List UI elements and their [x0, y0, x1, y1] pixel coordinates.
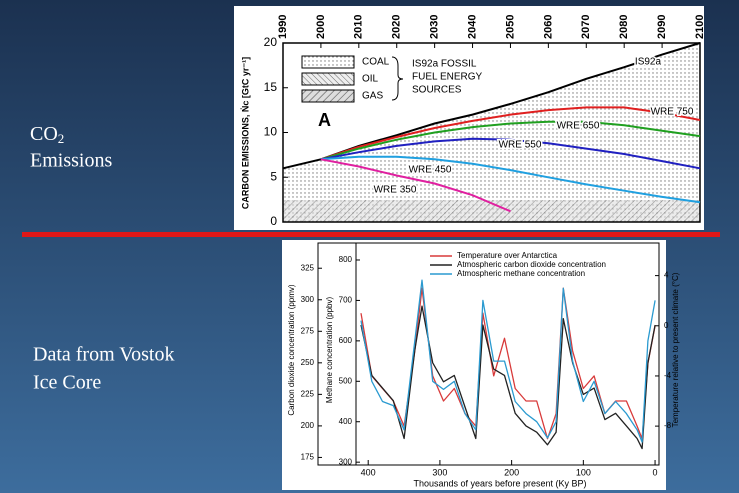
series-label: WRE 350: [374, 185, 417, 196]
emissions-area: [283, 43, 700, 222]
legend-note: IS92a FOSSIL: [412, 59, 477, 70]
panel-label: A: [318, 110, 331, 130]
x-tick-label: 2030: [429, 15, 441, 39]
y-tick-label: 300: [301, 295, 315, 304]
emission-line: [320, 158, 511, 213]
y-tick-label: 225: [301, 389, 315, 398]
emission-line: [320, 137, 701, 170]
chart-panel: [282, 240, 666, 490]
x-tick-label: 2080: [618, 15, 630, 39]
x-tick-label: 1990: [277, 15, 289, 39]
slide-label: Data from Vostok: [33, 344, 174, 366]
legend-label: OIL: [362, 74, 379, 85]
series-label: WRE 750: [651, 107, 694, 118]
x-tick-label: 2000: [315, 15, 327, 39]
x-tick-label: 300: [432, 467, 447, 477]
slide-label: Ice Core: [33, 372, 101, 394]
y-tick-label: 600: [339, 336, 353, 345]
legend-note: FUEL ENERGY: [412, 72, 483, 83]
y-tick-label: 4: [664, 271, 669, 280]
label-subscript: 2: [58, 131, 65, 146]
x-tick-label: 0: [653, 467, 658, 477]
y-axis-label: Temperature relative to present climate …: [671, 272, 680, 427]
x-tick-label: 2090: [656, 15, 668, 39]
series-label: WRE 550: [499, 140, 542, 151]
label-text: CO: [30, 123, 58, 145]
y-axis-label: Methane concentration (ppbv): [325, 297, 334, 404]
legend-label: Temperature over Antarctica: [457, 251, 558, 260]
band: [283, 200, 700, 222]
series-label: WRE 450: [409, 165, 452, 176]
emissions-chart: 1990 2000 2010 2020 2030 2040 2050 2060 2070 2080…: [240, 15, 706, 229]
y-axis-label: CARBON EMISSIONS, Ṅc [GtC yr⁻¹]: [240, 57, 250, 209]
y-axis-label: Carbon dioxide concentration (ppmv): [287, 284, 296, 416]
legend-note: SOURCES: [412, 85, 462, 96]
x-tick-label: 100: [576, 467, 591, 477]
legend-swatch: [301, 89, 355, 103]
y-tick-label: -4: [664, 371, 672, 380]
y-tick-label: 175: [301, 453, 315, 462]
series-label: IS92a: [635, 57, 662, 68]
slide-label: Emissions: [30, 150, 112, 172]
series-label: WRE 650: [557, 121, 600, 132]
y-tick-label: 15: [264, 80, 278, 94]
emission-line: [320, 120, 701, 161]
x-tick-label: 2060: [542, 15, 554, 39]
proxy-line: [360, 305, 656, 450]
x-tick-label: 2100: [694, 15, 706, 39]
y-tick-label: 300: [339, 457, 353, 466]
y-tick-label: -8: [664, 421, 672, 430]
y-tick-label: 250: [301, 358, 315, 367]
y-tick-label: 5: [270, 169, 277, 183]
vostok-chart: 400 300 200 100 0 175 200 225 250 275 300 325 300 400…: [287, 242, 680, 488]
x-tick-label: 2010: [353, 15, 365, 39]
x-tick-label: 2050: [504, 15, 516, 39]
x-tick-label: 400: [361, 467, 376, 477]
proxy-line: [360, 279, 656, 443]
y-tick-label: 400: [339, 417, 353, 426]
legend-swatch: [301, 72, 355, 86]
y-tick-label: 0: [270, 214, 277, 228]
legend-label: GAS: [362, 91, 383, 102]
divider: [22, 232, 720, 237]
y-tick-label: 10: [264, 125, 278, 139]
y-tick-label: 800: [339, 255, 353, 264]
legend-swatch: [301, 55, 355, 69]
emission-line: [320, 106, 701, 161]
y-tick-label: 0: [664, 321, 669, 330]
y-tick-label: 20: [264, 35, 278, 49]
emission-line: [320, 155, 701, 204]
legend-brace: [391, 56, 404, 101]
y-tick-label: 200: [301, 421, 315, 430]
y-tick-label: 325: [301, 263, 315, 272]
y-tick-label: 275: [301, 326, 315, 335]
slide-label: CO2: [30, 123, 64, 146]
y-tick-label: 500: [339, 376, 353, 385]
legend-label: Atmospheric methane concentration: [457, 269, 585, 278]
legend-label: Atmospheric carbon dioxide concentration: [457, 260, 606, 269]
x-tick-label: 2040: [466, 15, 478, 39]
x-tick-label: 200: [504, 467, 519, 477]
x-tick-label: 2070: [580, 15, 592, 39]
plot-frame: [317, 242, 660, 466]
x-tick-label: 2020: [391, 15, 403, 39]
x-axis-label: Thousands of years before present (Ky BP…: [413, 478, 586, 488]
y-tick-label: 700: [339, 296, 353, 305]
legend-label: COAL: [362, 57, 390, 68]
